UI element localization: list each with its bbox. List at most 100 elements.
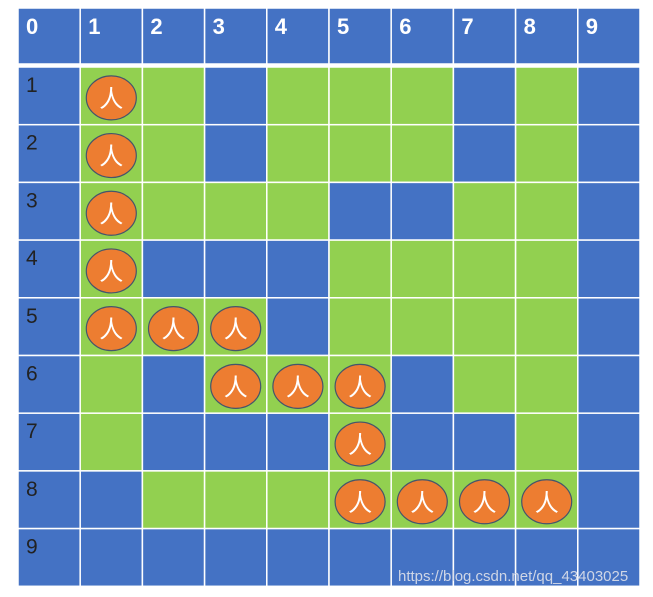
person-glyph: 人 [348, 489, 372, 517]
path-cell [203, 470, 268, 530]
person-marker: 人 [147, 306, 200, 352]
wall-cell [328, 527, 392, 588]
wall-cell [17, 239, 81, 299]
wall-cell [203, 123, 268, 184]
wall-cell [577, 470, 641, 530]
wall-cell [452, 66, 517, 126]
wall-cell [17, 470, 81, 530]
person-marker: 人 [521, 479, 573, 525]
wall-cell [577, 66, 641, 126]
column-label: 7 [461, 14, 473, 39]
path-cell [141, 181, 206, 241]
maze-row: 6 [17, 354, 641, 414]
wall-cell [203, 412, 268, 472]
wall-cell [141, 527, 206, 588]
person-glyph: 人 [99, 316, 123, 344]
path-cell [203, 181, 268, 241]
wall-cell [390, 412, 455, 472]
person-glyph: 人 [535, 489, 559, 517]
wall-cell [452, 123, 517, 184]
column-label: 9 [586, 14, 598, 39]
path-cell [514, 412, 579, 472]
maze-row: 9 [17, 527, 641, 588]
wall-cell [203, 527, 268, 588]
person-marker: 人 [272, 363, 324, 409]
column-label: 0 [26, 14, 38, 39]
path-cell [390, 66, 455, 126]
wall-cell [17, 181, 81, 241]
path-cell [452, 354, 517, 414]
person-icon [396, 479, 448, 525]
wall-cell [328, 181, 392, 241]
wall-cell [141, 354, 206, 414]
person-marker: 人 [85, 75, 137, 121]
wall-cell [452, 527, 517, 588]
wall-cell [141, 412, 206, 472]
row-label: 9 [26, 536, 38, 559]
person-icon [85, 190, 137, 236]
person-icon [147, 306, 200, 352]
column-label: 4 [275, 14, 288, 39]
column-header-cell [79, 7, 144, 65]
person-glyph: 人 [99, 258, 123, 286]
person-marker: 人 [396, 479, 448, 525]
row-label: 2 [26, 132, 38, 155]
person-marker: 人 [458, 479, 511, 525]
column-header-cell [17, 7, 81, 65]
path-cell [141, 123, 206, 184]
wall-cell [266, 297, 330, 357]
path-cell [328, 66, 392, 126]
column-label: 6 [399, 14, 411, 39]
column-label: 8 [524, 14, 536, 39]
path-cell [141, 470, 206, 530]
row-label: 4 [26, 247, 38, 270]
column-header-cell [328, 7, 392, 65]
wall-cell [141, 239, 206, 299]
row-label: 6 [26, 363, 38, 386]
person-glyph: 人 [224, 316, 248, 344]
person-icon [85, 306, 137, 352]
path-cell [328, 123, 392, 184]
path-cell [141, 66, 206, 126]
person-icon [210, 363, 262, 409]
path-cell [328, 239, 392, 299]
path-cell [514, 66, 579, 126]
wall-cell [577, 354, 641, 414]
wall-cell [390, 527, 455, 588]
column-label: 3 [213, 14, 225, 39]
wall-cell [577, 527, 641, 588]
wall-cell [577, 297, 641, 357]
person-glyph: 人 [99, 200, 123, 228]
person-icon [521, 479, 573, 525]
person-marker: 人 [85, 132, 137, 179]
person-marker: 人 [334, 363, 386, 409]
person-icon [334, 479, 386, 525]
person-glyph: 人 [286, 373, 310, 401]
person-icon [85, 248, 137, 294]
person-glyph: 人 [473, 489, 497, 517]
path-cell [266, 123, 330, 184]
person-marker: 人 [334, 479, 386, 525]
row-label: 8 [26, 478, 38, 501]
person-marker: 人 [334, 421, 386, 467]
path-cell [266, 66, 330, 126]
path-cell [390, 123, 455, 184]
wall-cell [79, 527, 144, 588]
wall-cell [17, 412, 81, 472]
path-cell [514, 239, 579, 299]
path-cell [452, 297, 517, 357]
path-cell [328, 297, 392, 357]
wall-cell [17, 66, 81, 126]
wall-cell [577, 181, 641, 241]
row-label: 5 [26, 305, 38, 328]
person-marker: 人 [85, 248, 137, 294]
person-icon [334, 363, 386, 409]
wall-cell [452, 412, 517, 472]
wall-cell [577, 412, 641, 472]
column-header-cell [577, 7, 641, 65]
path-cell [266, 470, 330, 530]
wall-cell [390, 354, 455, 414]
column-label: 2 [150, 14, 162, 39]
maze-row: 7 [17, 412, 641, 472]
wall-cell [17, 527, 81, 588]
